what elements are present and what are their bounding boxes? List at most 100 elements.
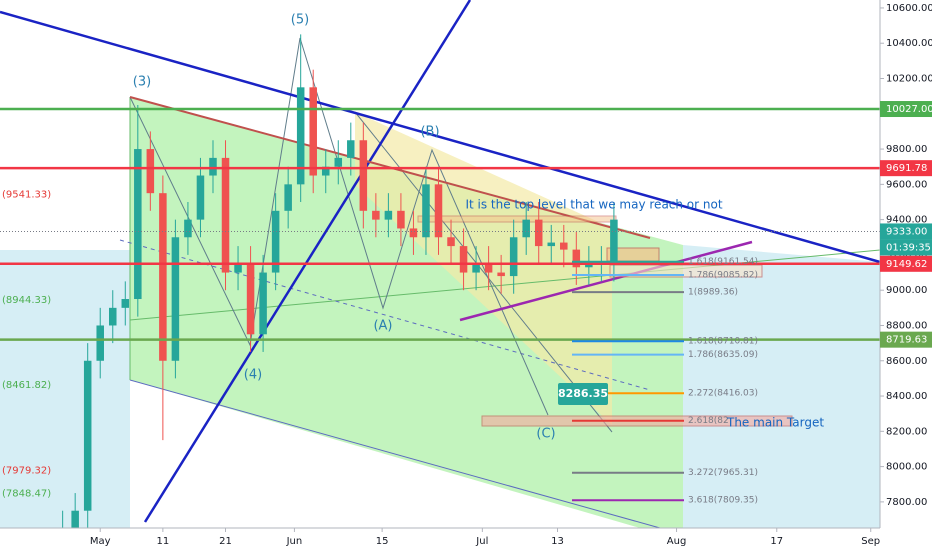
candle-body xyxy=(246,263,255,335)
x-tick-label: Sep xyxy=(861,536,880,547)
y-tick-label: 9600.00 xyxy=(886,179,927,190)
price-tag-label: 8719.63 xyxy=(886,335,927,346)
candle-body xyxy=(159,193,167,361)
candle-body xyxy=(509,237,518,277)
y-tick-label: 10600.00 xyxy=(886,3,932,14)
trend-line xyxy=(459,240,753,322)
candle-body xyxy=(409,228,418,238)
candle-body xyxy=(271,210,280,273)
candle-body xyxy=(184,219,192,238)
left-price-label: (7848.47) xyxy=(2,488,51,499)
price-tag-label: 9149.62 xyxy=(886,259,927,270)
candle-body xyxy=(259,272,267,335)
left-price-label: (7979.32) xyxy=(2,465,51,476)
price-tag-label: 9691.78 xyxy=(886,163,927,174)
candle-body xyxy=(209,157,217,176)
x-tick-label: Aug xyxy=(667,536,687,547)
y-tick-label: 8200.00 xyxy=(886,426,927,437)
candle-body xyxy=(459,246,468,273)
candle-body xyxy=(284,184,292,211)
fib-label: 3.618(7809.35) xyxy=(688,496,758,506)
trend-line xyxy=(143,0,472,523)
price-tag xyxy=(880,223,932,240)
fib-label: 1.786(8635.09) xyxy=(688,350,758,360)
x-tick-label: 11 xyxy=(157,536,170,547)
candle-body xyxy=(321,166,330,176)
wave-label: (A) xyxy=(373,319,392,334)
y-tick-label: 10400.00 xyxy=(886,38,932,49)
price-tag xyxy=(880,255,932,272)
candles xyxy=(58,34,618,554)
fib-label: 2.618(82 xyxy=(688,416,729,426)
y-tick-label: 10200.00 xyxy=(886,74,932,85)
zone-box xyxy=(417,215,617,223)
candle-body xyxy=(484,263,493,273)
y-tick-label: 7800.00 xyxy=(886,497,927,508)
left-price-label: (8461.82) xyxy=(2,380,51,391)
trend-line xyxy=(0,10,881,264)
x-tick-label: Jul xyxy=(475,536,488,547)
wave-label: (3) xyxy=(133,75,151,90)
note: The main Target xyxy=(726,416,824,430)
price-tag xyxy=(880,160,932,177)
candle-body xyxy=(108,307,117,326)
price-tag xyxy=(880,331,932,348)
note: It is the top level that we may reach or… xyxy=(465,198,722,212)
fib-label: 3.272(7965.31) xyxy=(688,468,758,478)
x-tick-label: 17 xyxy=(770,536,783,547)
candle-body xyxy=(522,219,530,238)
price-tag-label: 10027.00 xyxy=(886,104,932,115)
wave-label: (C) xyxy=(536,427,555,442)
wave-label: (B) xyxy=(420,125,439,140)
fib-label: 1.618(9161.54) xyxy=(688,257,758,267)
candle-body xyxy=(309,87,317,176)
candle-body xyxy=(171,237,180,361)
candle-body xyxy=(572,249,581,268)
wave-label: (5) xyxy=(291,13,309,28)
wave-line xyxy=(129,37,549,416)
left-price-label: (8944.33) xyxy=(2,295,51,306)
candle-body xyxy=(610,219,618,264)
y-tick-label: 9400.00 xyxy=(886,215,927,226)
y-tick-label: 8400.00 xyxy=(886,391,927,402)
annotations: (3) (5) (B) (4) (A) (C) It is the top le… xyxy=(133,13,825,442)
candle-body xyxy=(472,263,480,273)
candle-body xyxy=(534,219,543,247)
y-tick-label: 8000.00 xyxy=(886,462,927,473)
candle-body xyxy=(121,299,130,308)
candle-body xyxy=(196,175,205,220)
countdown-box xyxy=(880,239,932,256)
callout: 8286.35 xyxy=(558,387,608,400)
candle-body xyxy=(347,140,355,158)
fib-label: 2.272(8416.03) xyxy=(688,389,758,399)
x-tick-label: 21 xyxy=(219,536,232,547)
candle-body xyxy=(83,360,92,511)
candle-body xyxy=(359,140,368,211)
candle-body xyxy=(296,87,305,185)
x-tick-label: 13 xyxy=(551,536,564,547)
price-tag-label: 9333.00 xyxy=(886,226,927,237)
candle-body xyxy=(134,149,142,300)
wave-line xyxy=(354,111,613,433)
candle-body xyxy=(71,510,79,529)
candle-body xyxy=(146,149,155,194)
callout-box xyxy=(558,383,608,405)
candle-body xyxy=(96,325,104,361)
candle-body xyxy=(447,237,455,247)
candle-body xyxy=(234,263,242,273)
y-tick-label: 8600.00 xyxy=(886,356,927,367)
fib-label: 1.786(9085.82) xyxy=(688,271,758,281)
x-tick-label: May xyxy=(90,536,111,547)
candle-body xyxy=(497,272,505,277)
levels: (9541.33) (8944.33) (8461.82) (7979.32) (784… xyxy=(0,107,880,506)
candle-body xyxy=(585,263,593,268)
x-tick-label: Jun xyxy=(286,536,303,547)
fib-label: 1.618(8710.81) xyxy=(688,337,758,347)
countdown: 01:39:35 xyxy=(886,242,931,253)
candle-body xyxy=(560,242,568,250)
y-tick-label: 9800.00 xyxy=(886,144,927,155)
candle-body xyxy=(221,157,230,273)
candle-body xyxy=(384,210,393,220)
wave-label: (4) xyxy=(244,368,262,383)
